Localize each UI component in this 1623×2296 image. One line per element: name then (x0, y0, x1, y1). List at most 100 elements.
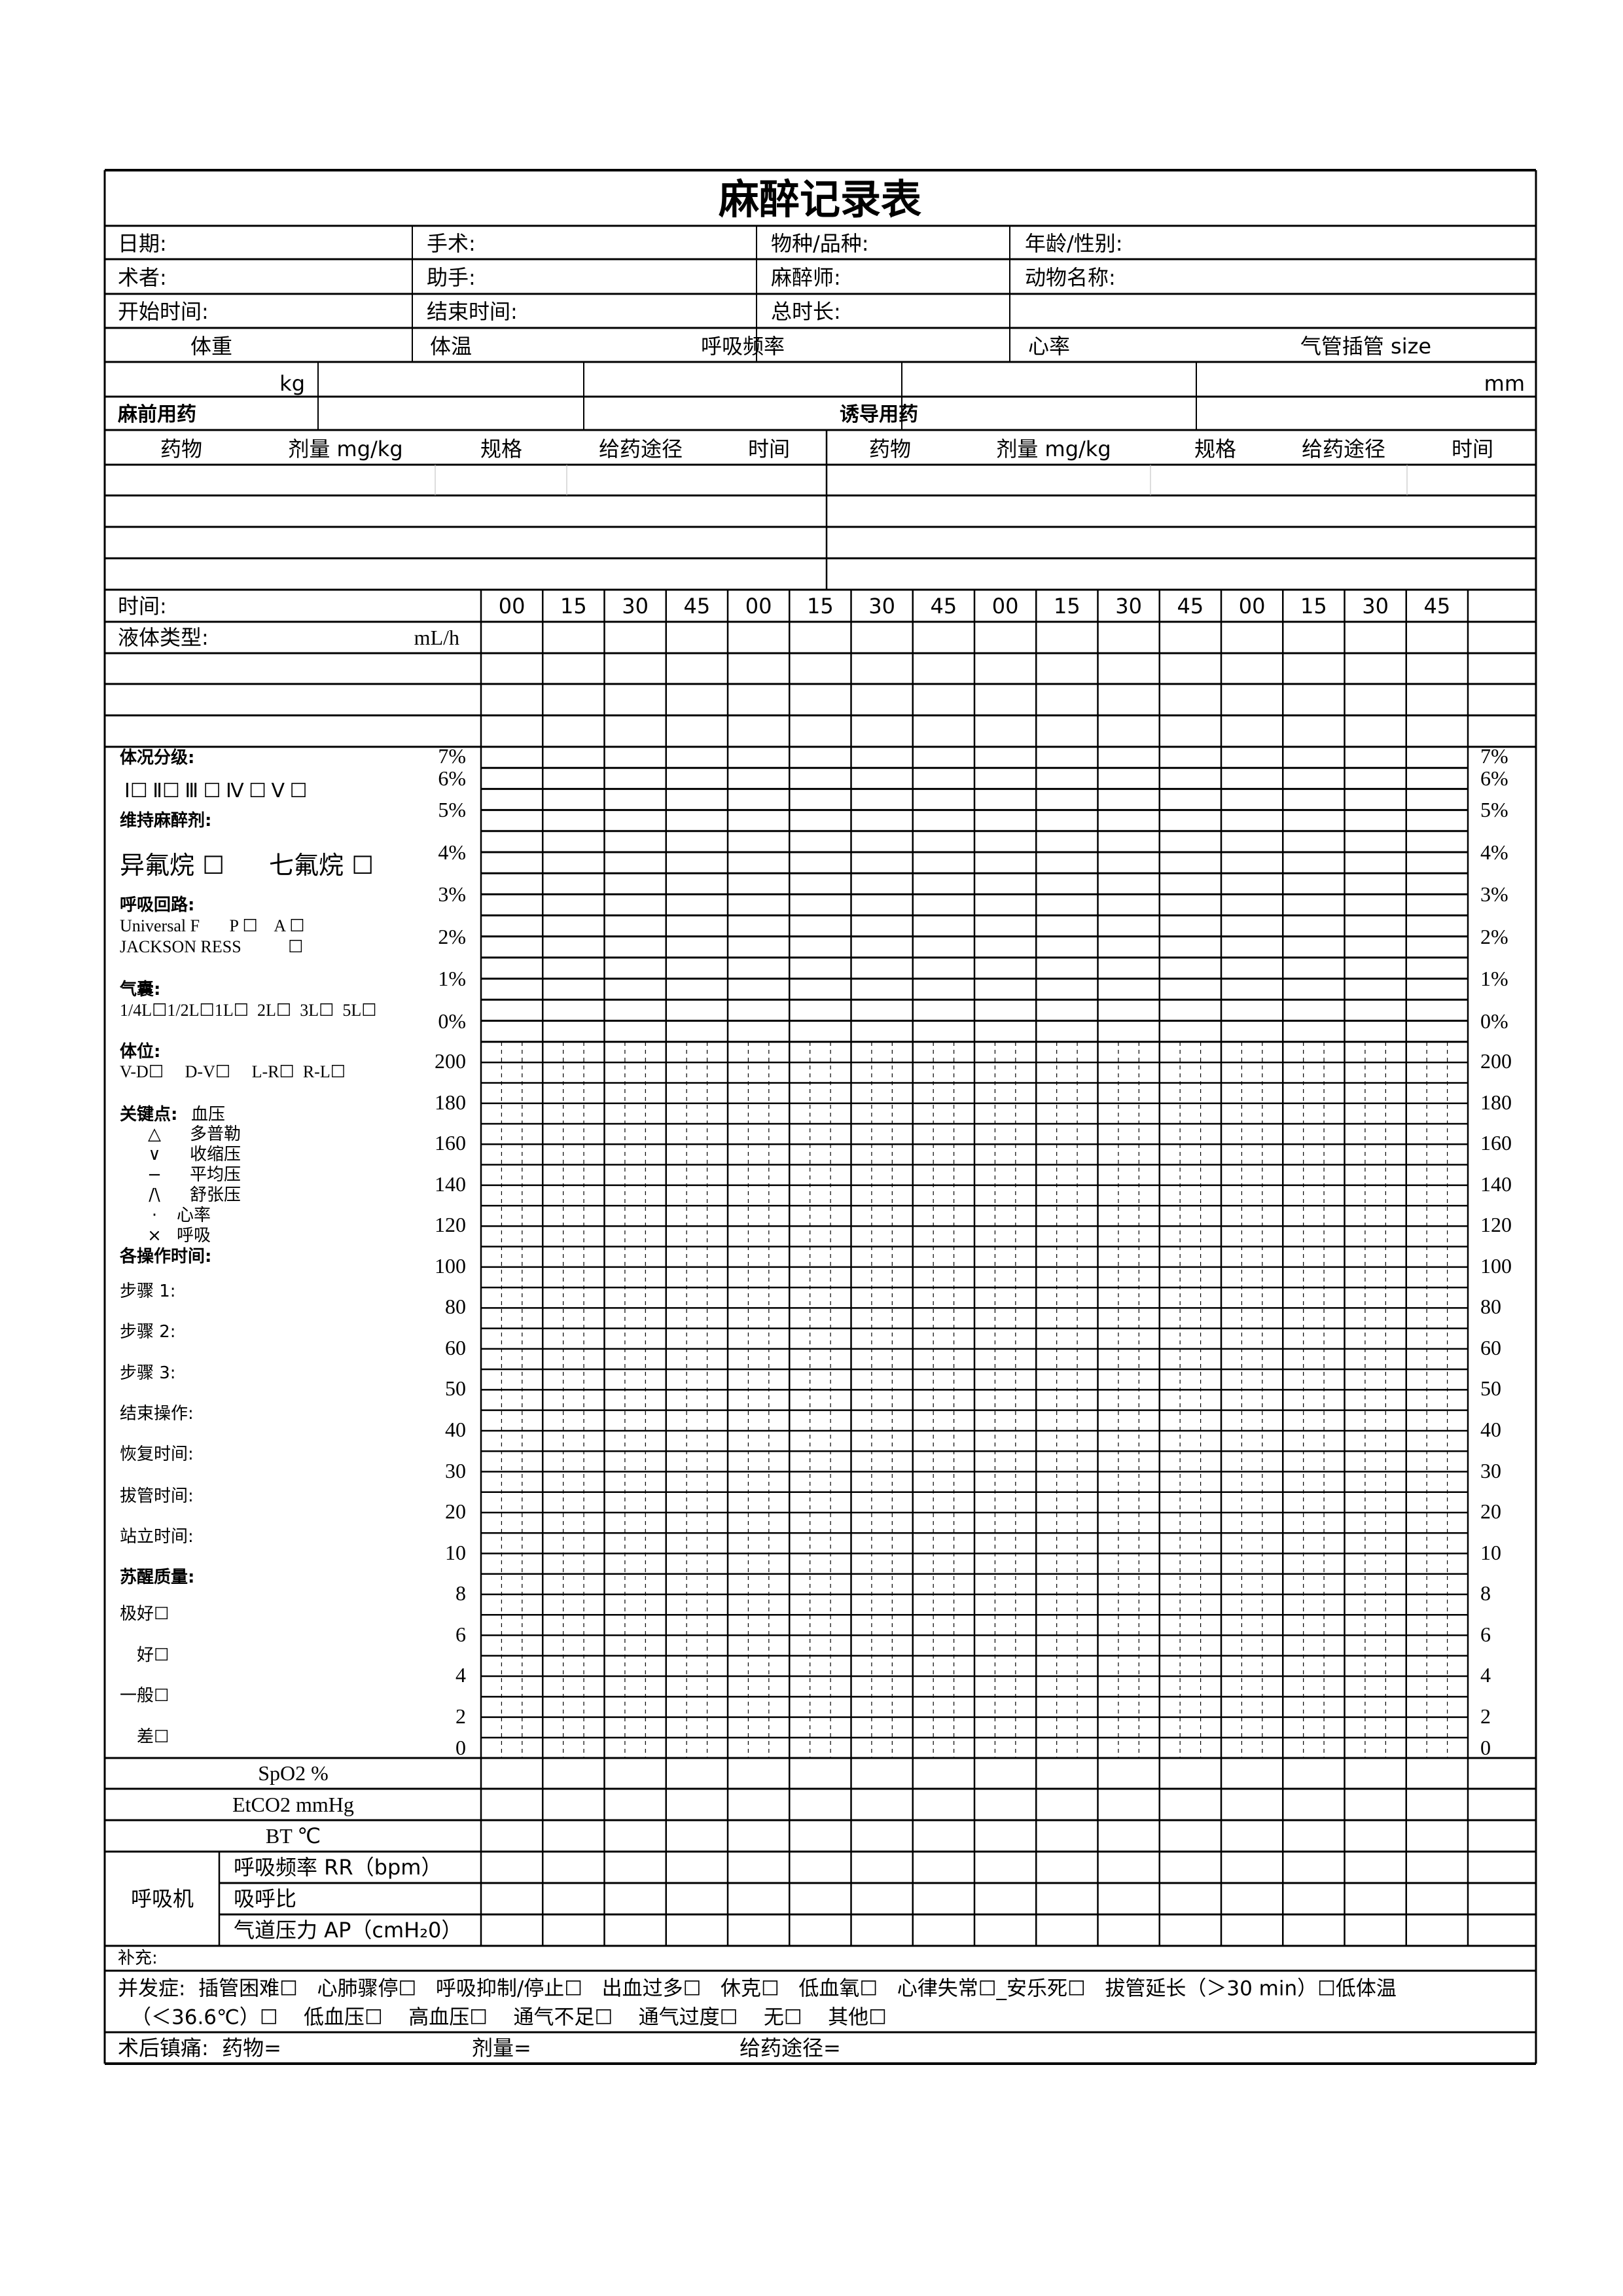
circuit-options-2[interactable]: JACKSON RESS ☐ (120, 937, 304, 956)
op-time-field[interactable]: 步骤 3: (120, 1363, 176, 1383)
complications-line-2[interactable]: （＜36.6℃）☐ 低血压☐ 高血压☐ 通气不足☐ 通气过度☐ 无☐ 其他☐ (131, 2005, 887, 2030)
recovery-fair[interactable]: 一般☐ (120, 1686, 169, 1706)
gas-axis-left-label: 4% (438, 840, 466, 864)
analgesia-drug[interactable]: 术后镇痛: 药物= (118, 2036, 281, 2060)
weight-unit: kg (279, 371, 305, 396)
induction-col-drug: 药物 (868, 437, 912, 461)
surgeon-field[interactable]: 术者: (118, 265, 167, 290)
legend-label: 收缩压 (190, 1145, 241, 1164)
bp-axis-right-label: 140 (1480, 1172, 1512, 1196)
gas-axis-left-label: 3% (438, 882, 466, 906)
bp-axis-right-label: 8 (1480, 1581, 1491, 1605)
age-sex-field[interactable]: 年龄/性别: (1025, 231, 1123, 256)
sevoflurane-checkbox[interactable]: 七氟烷 ☐ (269, 851, 374, 880)
position-options[interactable]: V-D☐ D-V☐ L-R☐ R-L☐ (120, 1062, 346, 1081)
recovery-excellent[interactable]: 极好☐ (120, 1604, 169, 1624)
isoflurane-checkbox[interactable]: 异氟烷 ☐ (120, 851, 225, 880)
gas-axis-right-label: 1% (1480, 967, 1508, 990)
legend-symbol-icon: /\ (149, 1185, 160, 1205)
key-bp-label: 血压 (191, 1105, 226, 1124)
bp-axis-right-label: 180 (1480, 1090, 1512, 1114)
tube-unit: mm (1484, 371, 1525, 396)
total-duration-field[interactable]: 总时长: (771, 299, 841, 324)
gas-axis-left-label: 5% (438, 798, 466, 821)
premed-col-route: 给药途径 (598, 437, 683, 461)
gas-axis-right-label: 7% (1480, 744, 1508, 768)
legend-symbol-icon: △ (148, 1124, 161, 1144)
induction-col-dose: 剂量 mg/kg (996, 437, 1111, 461)
legend-symbol-icon: × (147, 1226, 162, 1246)
induction-col-spec: 规格 (1194, 437, 1237, 461)
induction-col-time: 时间 (1451, 437, 1494, 461)
bp-axis-left-label: 4 (455, 1663, 466, 1687)
bp-axis-left-label: 8 (455, 1581, 466, 1605)
legend-label: 心率 (177, 1206, 211, 1225)
time-header-cell: 00 (498, 594, 526, 619)
heart-rate-header: 心率 (1027, 334, 1071, 359)
surgery-field[interactable]: 手术: (427, 231, 476, 256)
date-field[interactable]: 日期: (118, 231, 167, 256)
bp-axis-right-label: 40 (1480, 1417, 1501, 1441)
time-header-cell: 30 (1362, 594, 1389, 619)
gas-axis-right-label: 5% (1480, 798, 1508, 821)
time-header-cell: 15 (1054, 594, 1080, 619)
premed-col-time: 时间 (747, 437, 791, 461)
time-header-cell: 30 (1115, 594, 1142, 619)
op-time-field[interactable]: 步骤 1: (120, 1282, 176, 1301)
start-time-field[interactable]: 开始时间: (118, 299, 209, 324)
position-title: 体位: (120, 1042, 161, 1062)
op-time-field[interactable]: 结束操作: (120, 1404, 194, 1424)
bp-axis-right-label: 120 (1480, 1213, 1512, 1237)
bp-axis-right-label: 30 (1480, 1458, 1501, 1482)
bp-axis-right-label: 2 (1480, 1704, 1491, 1728)
bag-options[interactable]: 1/4L☐1/2L☐1L☐ 2L☐ 3L☐ 5L☐ (120, 1001, 377, 1020)
bp-axis-right-label: 60 (1480, 1335, 1501, 1359)
op-time-field[interactable]: 恢复时间: (120, 1444, 194, 1464)
bp-axis-right-label: 10 (1480, 1540, 1501, 1564)
op-time-field[interactable]: 拔管时间: (120, 1486, 194, 1506)
animal-name-field[interactable]: 动物名称: (1025, 265, 1116, 290)
circuit-options-1[interactable]: Universal F P ☐ A ☐ (120, 916, 305, 935)
asa-title: 体况分级: (120, 748, 195, 768)
op-time-field[interactable]: 站立时间: (120, 1527, 194, 1547)
bp-axis-left-label: 50 (445, 1376, 466, 1401)
analgesia-route[interactable]: 给药途径= (740, 2036, 841, 2060)
supplement-label[interactable]: 补充: (118, 1948, 158, 1968)
legend-label: 多普勒 (190, 1124, 241, 1144)
bp-axis-right-label: 200 (1480, 1049, 1512, 1073)
legend-label: 呼吸 (177, 1226, 211, 1246)
anesthetist-field[interactable]: 麻醉师: (771, 265, 841, 290)
resp-rate-header: 呼吸频率 (700, 334, 785, 359)
bp-axis-left-label: 10 (445, 1540, 466, 1564)
end-time-field[interactable]: 结束时间: (427, 299, 518, 324)
op-time-field[interactable]: 步骤 2: (120, 1322, 176, 1342)
bp-axis-right-label: 80 (1480, 1295, 1501, 1319)
complications-line-1[interactable]: 并发症: 插管困难☐ 心肺骤停☐ 呼吸抑制/停止☐ 出血过多☐ 休克☐ 低血氧☐… (118, 1977, 1397, 2001)
premed-col-dose: 剂量 mg/kg (288, 437, 403, 461)
asa-options[interactable]: Ⅰ☐ Ⅱ☐ Ⅲ ☐ Ⅳ ☐ Ⅴ ☐ (124, 780, 308, 802)
spo2-label: SpO2 % (258, 1761, 329, 1785)
bp-axis-left-label: 80 (445, 1295, 466, 1319)
circuit-title: 呼吸回路: (120, 895, 195, 915)
species-field[interactable]: 物种/品种: (771, 231, 869, 256)
legend-symbol-icon: ∨ (148, 1145, 161, 1164)
time-label: 时间: (118, 594, 167, 619)
fluid-type-label: 液体类型: (118, 625, 209, 650)
recovery-poor[interactable]: 差☐ (137, 1727, 169, 1747)
assistant-field[interactable]: 助手: (427, 265, 476, 290)
gas-axis-left-label: 6% (438, 766, 466, 790)
time-header-cell: 30 (868, 594, 895, 619)
bp-axis-right-label: 100 (1480, 1253, 1512, 1278)
legend-label: 舒张压 (190, 1185, 241, 1205)
analgesia-dose[interactable]: 剂量= (472, 2036, 531, 2060)
time-header-cell: 45 (683, 594, 711, 619)
legend-symbol-icon: − (147, 1165, 162, 1185)
premed-col-drug: 药物 (160, 437, 203, 461)
gas-axis-left-label: 0% (438, 1009, 466, 1033)
recovery-good[interactable]: 好☐ (137, 1645, 169, 1665)
time-header-cell: 45 (1423, 594, 1451, 619)
time-header-cell: 30 (622, 594, 649, 619)
vent-rr-label: 呼吸频率 RR（bpm） (234, 1855, 442, 1880)
time-header-cell: 00 (991, 594, 1019, 619)
